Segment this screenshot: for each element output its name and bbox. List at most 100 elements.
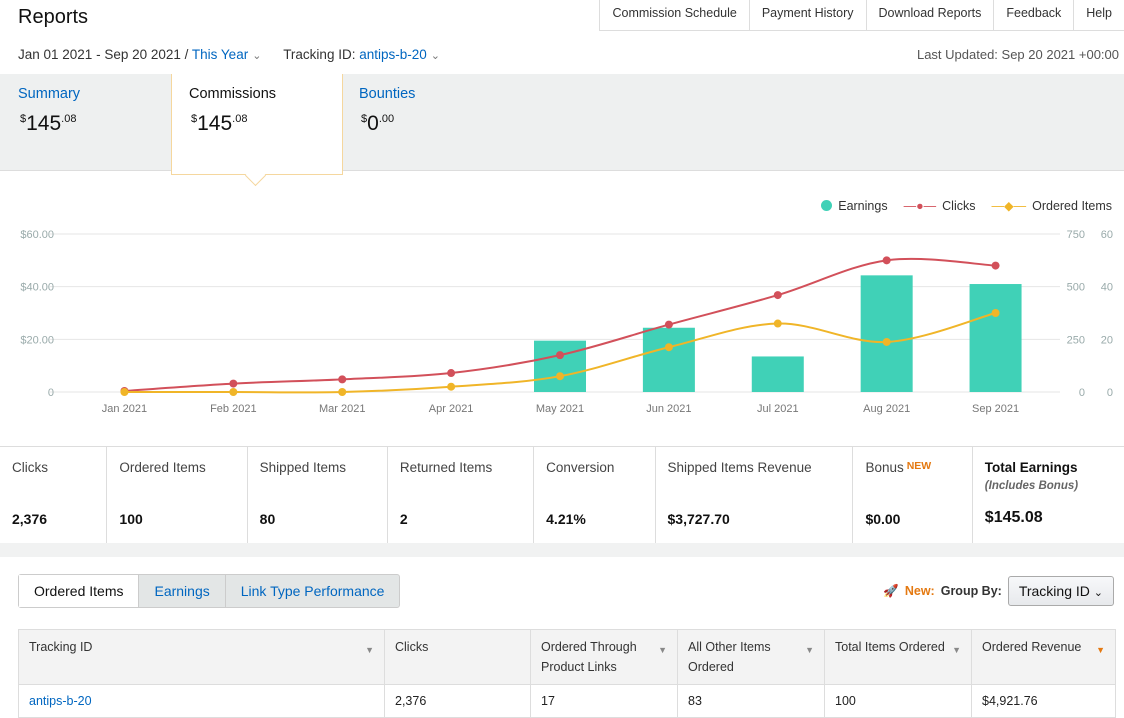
tab-earnings[interactable]: Earnings [139,575,226,607]
x-tick-label: Aug 2021 [863,403,910,415]
chevron-down-icon: ⌄ [1093,587,1103,599]
sort-icon[interactable]: ▼ [365,645,374,655]
stat-value: 4.21% [546,511,586,527]
stat-clicks: Clicks 2,376 [0,447,108,543]
x-tick-label: Mar 2021 [319,403,365,415]
legend-clicks[interactable]: —●— Clicks [903,198,976,213]
table-row: antips-b-20 2,376 17 83 100 $4,921.76 [18,684,1116,718]
stat-label: Ordered Items [119,460,206,475]
stat-label: Conversion [546,460,615,475]
stat-label: Clicks [12,460,48,475]
ordered-items-point [882,337,891,346]
col-total-items[interactable]: Total Items Ordered ▼ [824,629,972,685]
tab-link-type-performance[interactable]: Link Type Performance [240,583,385,599]
tab-summary[interactable]: Summary $145.08 [0,74,170,170]
group-by-control: 🚀 New: Group By: Tracking ID ⌄ [883,576,1114,606]
nav-payment-history[interactable]: Payment History [750,0,867,30]
tracking-id-dropdown[interactable]: antips-b-20 [359,47,427,62]
chevron-down-icon[interactable]: ⌄ [252,50,262,62]
y-right-clicks-tick-label: 250 [1067,334,1085,346]
col-ordered-revenue[interactable]: Ordered Revenue ▼ [971,629,1116,685]
earnings-bar [751,356,804,392]
ordered-items-point [120,388,129,396]
stat-label: Total Earnings [984,460,1078,475]
sort-icon[interactable]: ▼ [805,645,814,655]
y-right-items-tick-label: 40 [1101,282,1113,294]
earnings-chart: Earnings —●— Clicks —◆— Ordered Items 0 0 0 $… [0,186,1124,426]
group-by-select[interactable]: Tracking ID ⌄ [1007,576,1114,606]
cell-ordered-through: 17 [530,684,678,718]
sort-active-icon[interactable]: ▼ [1096,645,1105,655]
stat-shipped-items: Shipped Items 80 [248,447,388,543]
clicks-point [556,351,564,360]
earnings-bar [969,284,1022,392]
nav-commission-schedule[interactable]: Commission Schedule [600,0,750,30]
clicks-swatch-icon: —●— [903,198,937,213]
group-by-label: Group By: [940,584,1002,598]
ordered-items-point [773,319,782,328]
x-tick-label: Jan 2021 [102,403,147,415]
tab-ordered-items[interactable]: Ordered Items [19,575,140,607]
ordered-items-point [991,309,1000,317]
rocket-icon: 🚀 [883,583,899,598]
stat-value: 100 [119,511,143,527]
clicks-point [773,291,782,300]
tab-commissions[interactable]: Commissions $145.08 [171,74,343,187]
legend-earnings[interactable]: Earnings [821,198,888,213]
active-tab-pointer [244,164,267,187]
col-ordered-through-links[interactable]: Ordered Through Product Links ▼ [530,629,678,685]
clicks-point [338,375,347,384]
earnings-swatch-icon [821,200,833,211]
col-all-other-items[interactable]: All Other Items Ordered ▼ [677,629,825,685]
sort-icon[interactable]: ▼ [658,645,667,655]
ordered-items-point [229,388,238,396]
earnings-bar [860,275,913,392]
stat-shipped-revenue: Shipped Items Revenue $3,727.70 [656,447,854,543]
cell-all-other: 83 [677,684,825,718]
clicks-point [664,320,673,329]
tab-bounties[interactable]: Bounties $0.00 [342,74,512,170]
x-tick-label: May 2021 [536,403,584,415]
nav-download-reports[interactable]: Download Reports [867,0,995,30]
y-left-tick-label: $60.00 [20,229,54,241]
clicks-point [882,256,891,265]
chevron-down-icon[interactable]: ⌄ [430,50,440,62]
y-left-tick-label: $40.00 [20,282,54,294]
report-type-tabs: Ordered Items Earnings Link Type Perform… [18,574,401,608]
cell-total-items: 100 [824,684,972,718]
x-tick-label: Jul 2021 [757,403,799,415]
y-right-items-tick-label: 0 [1107,387,1113,399]
tab-label: Summary [18,86,81,102]
ordered-items-swatch-icon: —◆— [991,199,1027,213]
new-badge: NEW [906,460,932,472]
earnings-bar [642,327,695,392]
stat-value: $0.00 [865,511,901,527]
stat-label: Returned Items [399,460,493,475]
section-divider [0,543,1124,557]
legend-ordered-items[interactable]: —◆— Ordered Items [991,198,1112,214]
new-label: New: [904,584,935,598]
stat-label: Shipped Items [259,460,346,475]
ordered-items-point [338,388,347,396]
date-preset-dropdown[interactable]: This Year [191,47,249,62]
date-range-filter: Jan 01 2021 - Sep 20 2021 / This Year ⌄ T… [18,47,440,62]
clicks-point [229,379,238,388]
tracking-id-link[interactable]: antips-b-20 [18,684,385,718]
tab-label: Commissions [189,86,277,102]
tab-amount: $0.00 [361,112,395,135]
col-tracking-id[interactable]: Tracking ID ▼ [18,629,385,685]
nav-feedback[interactable]: Feedback [994,0,1075,30]
sort-icon[interactable]: ▼ [952,645,961,655]
stat-label: Bonus NEW [865,460,932,475]
stat-value: $3,727.70 [667,511,730,527]
col-clicks[interactable]: Clicks [384,629,531,685]
report-header: Reports Commission Schedule Payment Hist… [0,0,1124,74]
x-tick-label: Apr 2021 [429,403,474,415]
y-right-clicks-tick-label: 500 [1067,282,1085,294]
stats-row: Clicks 2,376 Ordered Items 100 Shipped I… [0,446,1124,544]
stat-ordered-items: Ordered Items 100 [107,447,248,543]
summary-tabs: Summary $145.08 Commissions $145.08 Boun… [0,74,1124,187]
report-table: Tracking ID ▼ Clicks Ordered Through Prod… [18,629,1116,718]
stat-bonus: Bonus NEW $0.00 [853,447,973,543]
nav-help[interactable]: Help [1086,6,1112,20]
